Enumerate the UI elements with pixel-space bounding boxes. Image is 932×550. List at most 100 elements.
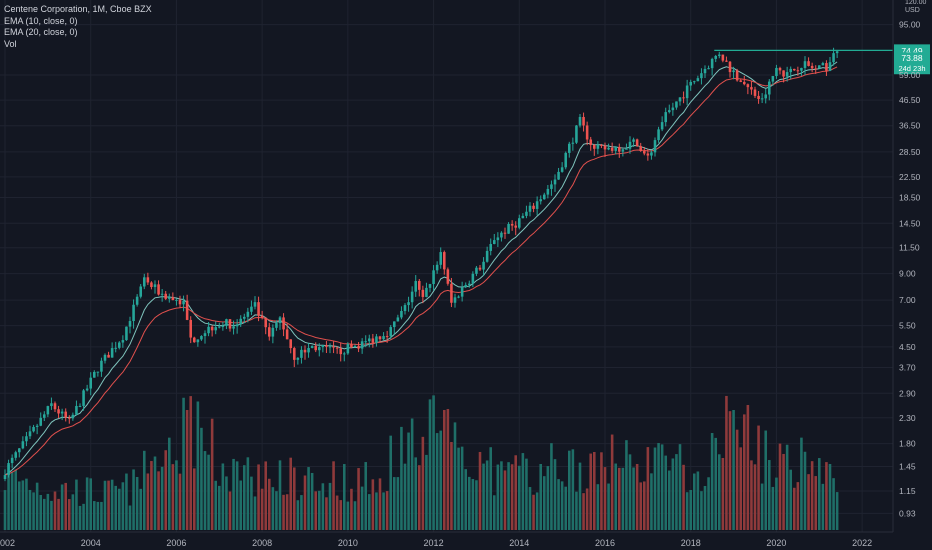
volume-bar [196, 401, 200, 530]
volume-bar [43, 498, 46, 530]
candle-body [332, 346, 335, 348]
time-tick-label: 2008 [252, 538, 272, 548]
volume-bar [332, 461, 335, 530]
volume-bar [232, 458, 235, 530]
volume-bar [257, 464, 260, 530]
volume-bar [660, 444, 664, 530]
volume-bar [310, 472, 314, 530]
candle-body [32, 426, 35, 432]
candle-body [814, 68, 817, 70]
volume-bar [178, 473, 182, 530]
volume-bar [639, 482, 642, 530]
candle-body [335, 347, 339, 349]
candle-body [675, 101, 678, 108]
volume-bar [489, 447, 492, 530]
candle-body [232, 326, 235, 329]
volume-bar [243, 465, 246, 530]
volume-bar [443, 410, 446, 530]
candle-body [553, 179, 557, 185]
candle-body [125, 326, 128, 341]
candle-body [453, 297, 457, 303]
volume-bar [557, 479, 560, 530]
volume-bar [57, 498, 60, 530]
candle-body [518, 218, 521, 228]
volume-bar [250, 476, 253, 530]
volume-bar [532, 494, 535, 530]
volume-bar [25, 478, 28, 530]
volume-bar [514, 455, 517, 530]
volume-bar [100, 501, 103, 530]
candle-body [510, 223, 514, 226]
volume-bar [503, 470, 507, 530]
volume-bar [450, 442, 453, 530]
candle-body [264, 317, 267, 328]
volume-bar [789, 469, 792, 530]
candle-body [710, 58, 714, 69]
volume-bar [157, 471, 160, 530]
candle-body [435, 264, 439, 271]
volume-bar [68, 499, 71, 530]
symbol-title[interactable]: Centene Corporation, 1M, Cboe BZX [4, 4, 152, 14]
volume-bar [346, 501, 350, 530]
volume-bar [271, 487, 275, 530]
volume-bar [171, 464, 175, 530]
volume-bar [750, 460, 753, 530]
volume-bar [682, 464, 685, 530]
candle-body [185, 300, 189, 320]
volume-bar [828, 464, 832, 530]
volume-bar [835, 492, 839, 530]
candle-body [307, 347, 310, 353]
volume-bar [428, 399, 432, 530]
bar-countdown: 24d 23h [898, 64, 925, 73]
candle-body [507, 223, 510, 234]
candle-body [3, 475, 7, 480]
volume-bar [321, 483, 325, 530]
volume-bar [618, 467, 621, 530]
volume-bar [825, 462, 828, 530]
candle-body [828, 62, 832, 71]
volume-bar [585, 488, 589, 530]
candle-body [7, 463, 10, 476]
volume-bar [550, 443, 553, 530]
candle-body [696, 78, 700, 82]
candle-body [121, 340, 125, 343]
volume-bar [82, 503, 85, 530]
volume-bar [293, 467, 296, 530]
candle-body [243, 316, 246, 319]
volume-bar [85, 477, 89, 530]
candle-body [85, 388, 89, 391]
candle-body [39, 417, 42, 426]
time-tick-label: 2002 [0, 538, 15, 548]
candle-body [496, 237, 500, 241]
volume-bar [200, 427, 203, 530]
volume-bar [146, 473, 150, 530]
candle-body [725, 60, 728, 62]
currency-label: USD [905, 7, 920, 14]
ema10-legend[interactable]: EMA (10, close, 0) [4, 15, 78, 26]
candle-body [475, 267, 478, 274]
candle-body [568, 143, 571, 153]
volume-bar [693, 473, 696, 530]
candle-body [468, 283, 471, 285]
volume-bar [478, 451, 482, 530]
volume-bar [414, 457, 417, 530]
volume-legend[interactable]: Vol [4, 38, 17, 49]
volume-bar [78, 505, 82, 530]
candle-body [521, 215, 525, 219]
volume-bar [314, 491, 317, 530]
candle-body [382, 336, 385, 340]
candle-body [657, 129, 660, 141]
ema20-legend[interactable]: EMA (20, close, 0) [4, 27, 78, 37]
volume-bar [246, 457, 250, 530]
time-tick-label: 2020 [766, 538, 786, 548]
candle-body [471, 273, 475, 284]
volume-bar [378, 478, 382, 530]
candle-body [28, 431, 32, 437]
price-tick-label: 4.50 [899, 342, 916, 352]
candle-body [96, 371, 100, 373]
candle-body [157, 284, 160, 295]
ema-lines [4, 61, 838, 476]
volume-bar [418, 465, 421, 530]
candle-body [628, 141, 632, 149]
